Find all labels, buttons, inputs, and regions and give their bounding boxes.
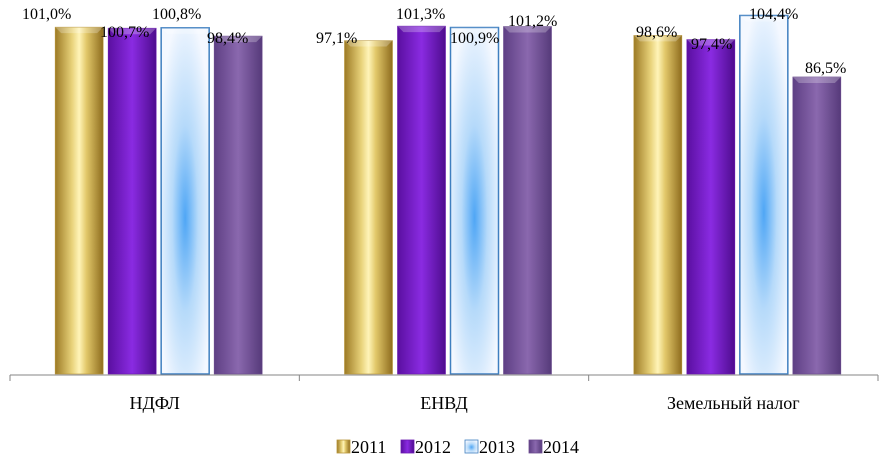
bar-bevel-2012-2 bbox=[686, 39, 735, 46]
bar-bevel-2013-1 bbox=[450, 27, 499, 34]
x-tick-label: ЕНВД bbox=[420, 393, 468, 413]
bar-2011-0 bbox=[54, 26, 104, 375]
x-tick-label: НДФЛ bbox=[129, 393, 179, 413]
bar-bevel-2014-2 bbox=[792, 76, 841, 83]
bar-2013-0 bbox=[160, 27, 210, 375]
data-label-2012-1: 101,3% bbox=[396, 6, 445, 23]
bar-bevel-2011-1 bbox=[344, 40, 393, 47]
data-label-2013-2: 104,4% bbox=[749, 6, 798, 23]
data-label-2014-2: 86,5% bbox=[805, 60, 846, 77]
data-label-2011-2: 98,6% bbox=[636, 24, 677, 41]
data-label-2014-1: 101,2% bbox=[508, 13, 557, 30]
bar-bevel-2011-0 bbox=[55, 27, 104, 34]
bar-bevel-2013-0 bbox=[161, 27, 210, 34]
legend-label-2012: 2012 bbox=[415, 437, 451, 456]
bar-2013-2 bbox=[739, 14, 789, 375]
bar-2014-2 bbox=[792, 76, 842, 375]
legend-label-2013: 2013 bbox=[479, 437, 515, 456]
bar-2012-2 bbox=[686, 39, 736, 375]
legend-label-2014: 2014 bbox=[543, 437, 579, 456]
bar-2014-0 bbox=[213, 35, 263, 375]
bar-2014-1 bbox=[503, 26, 552, 375]
legend: 2011 2012 2013 2014 bbox=[336, 437, 579, 457]
data-labels-group: 101,0% 100,7%100,8% 98,4% 97,1% 101,3% 100,9%… bbox=[22, 6, 846, 77]
bar-2012-1 bbox=[397, 25, 446, 375]
bar-bevel-2013-2 bbox=[739, 15, 788, 22]
legend-swatch-2012 bbox=[400, 439, 415, 454]
legend-swatch-2011 bbox=[336, 439, 351, 454]
bar-2011-1 bbox=[344, 40, 393, 375]
data-label-2011-0: 101,0% bbox=[22, 6, 71, 23]
bar-2011-2 bbox=[633, 35, 683, 375]
data-label-2013-1: 100,9% bbox=[450, 30, 499, 47]
bar-bevel-2014-0 bbox=[214, 36, 263, 43]
legend-swatch-2014 bbox=[528, 439, 543, 454]
bar-bevel-2012-0 bbox=[108, 28, 157, 35]
bars-group bbox=[54, 14, 842, 375]
data-label-2012-0: 100,7% bbox=[100, 24, 149, 41]
bar-2013-1 bbox=[449, 26, 500, 375]
x-tick-label: Земельный налог bbox=[667, 393, 800, 413]
bar-bevel-2011-2 bbox=[633, 35, 682, 42]
x-axis: НДФЛ ЕНВД Земельный налог bbox=[9, 374, 879, 413]
data-label-2011-1: 97,1% bbox=[316, 30, 357, 47]
data-label-2014-0: 98,4% bbox=[207, 30, 248, 47]
legend-swatch-2013 bbox=[464, 439, 479, 454]
data-label-2013-0: 100,8% bbox=[152, 6, 201, 23]
bar-2012-0 bbox=[107, 27, 157, 375]
legend-label-2011: 2011 bbox=[351, 437, 386, 456]
bar-bevel-2014-1 bbox=[503, 26, 552, 33]
bar-bevel-2012-1 bbox=[397, 26, 446, 33]
data-label-2012-2: 97,4% bbox=[691, 36, 732, 53]
